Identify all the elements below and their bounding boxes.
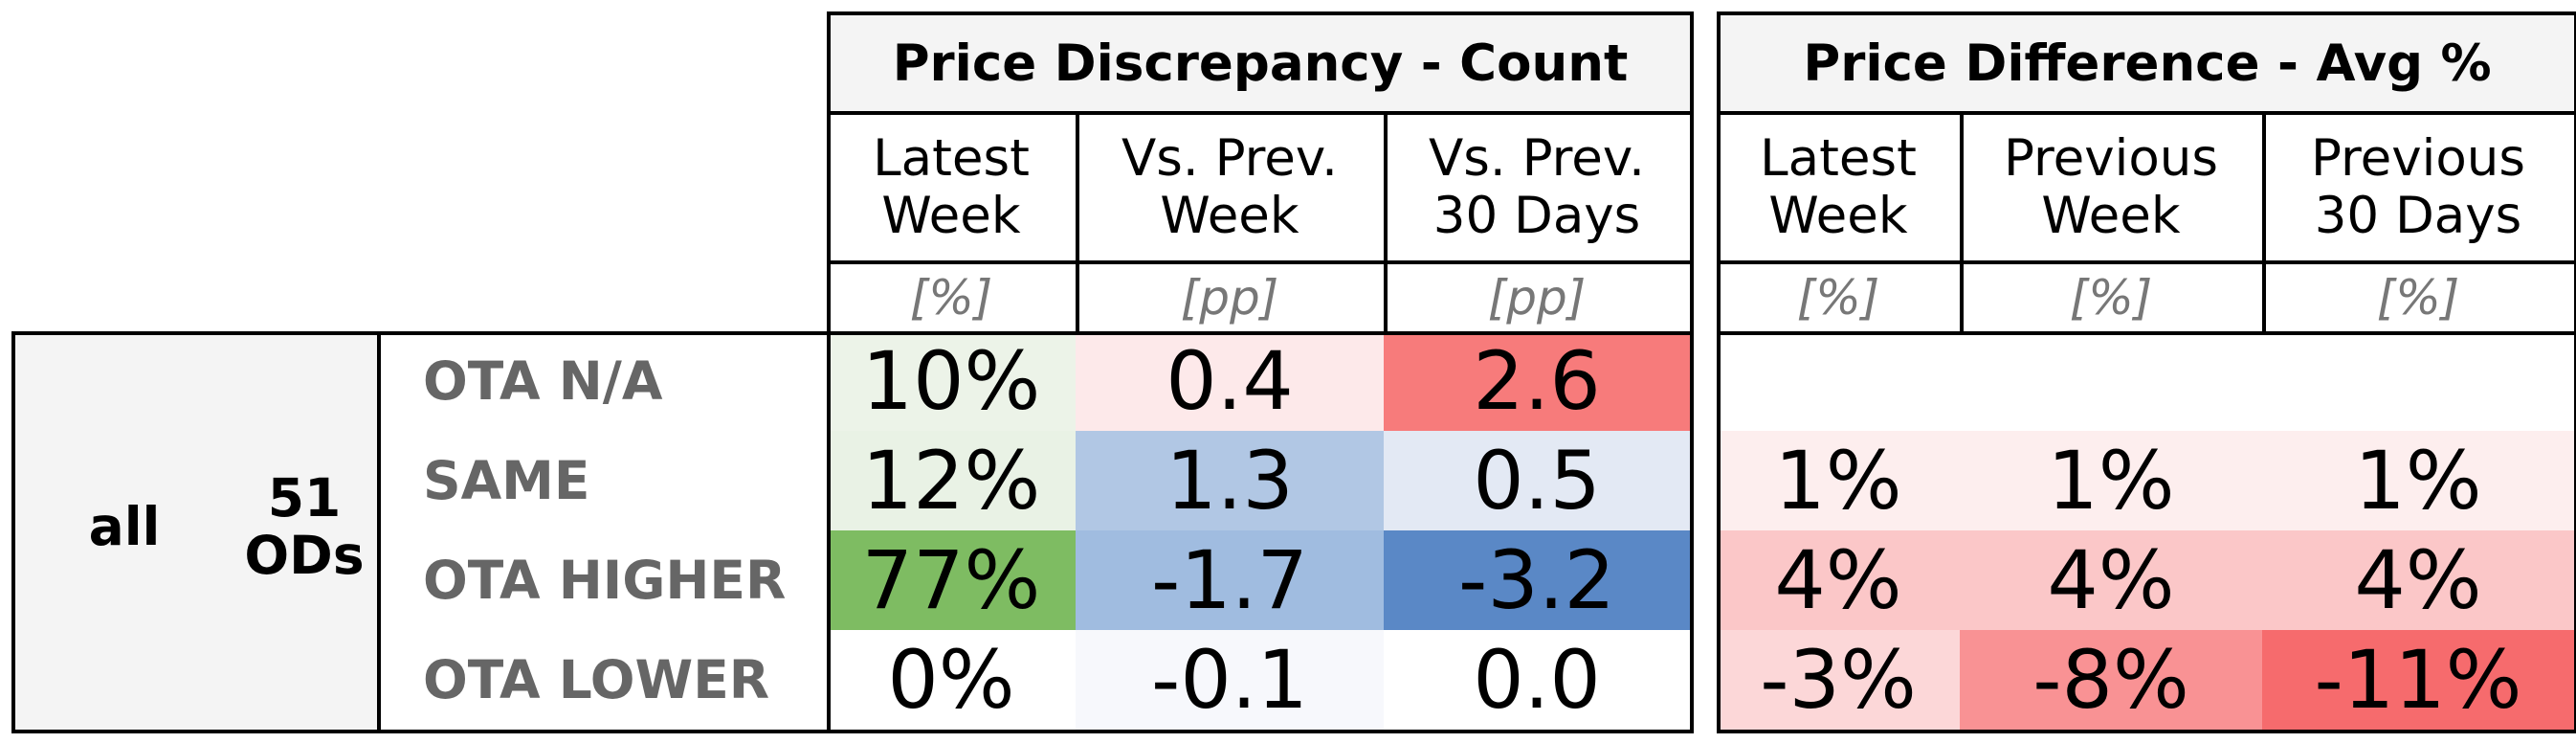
panel-right-border xyxy=(2574,11,2576,733)
value-cell: 4% xyxy=(1960,530,2262,630)
row-label: SAME xyxy=(423,450,590,511)
value-cell: 4% xyxy=(2262,530,2574,630)
row-group-panel xyxy=(11,331,377,730)
column-header: Previous 30 Days xyxy=(2311,129,2525,245)
column-unit: [%] xyxy=(1796,270,1880,326)
value-cell xyxy=(1960,331,2262,431)
body-bottom-border xyxy=(11,730,827,733)
value-cell: 0.4 xyxy=(1076,331,1384,431)
value-cell xyxy=(2262,331,2574,431)
value-cell: 2.6 xyxy=(1384,331,1690,431)
panel-left-border xyxy=(827,11,831,733)
panel-bottom-border xyxy=(827,730,1694,733)
column-unit: [%] xyxy=(2069,270,2153,326)
unit-divider xyxy=(827,331,1694,335)
column-divider xyxy=(2262,111,2266,331)
header-divider xyxy=(1717,260,2576,264)
value-cell: 0% xyxy=(827,630,1076,730)
row-label: OTA N/A xyxy=(423,350,663,412)
value-cell: 10% xyxy=(827,331,1076,431)
panel-left-border xyxy=(1717,11,1721,733)
value-cell: 1.3 xyxy=(1076,431,1384,530)
panel-right-border xyxy=(1690,11,1694,733)
column-unit: [pp] xyxy=(1487,270,1587,326)
value-cell: 77% xyxy=(827,530,1076,630)
value-cell: -1.7 xyxy=(1076,530,1384,630)
row-label: OTA HIGHER xyxy=(423,550,787,611)
value-cell: 1% xyxy=(2262,431,2574,530)
value-cell: 0.5 xyxy=(1384,431,1690,530)
body-left-border xyxy=(11,331,15,733)
value-cell: 1% xyxy=(1717,431,1960,530)
value-cell: 1% xyxy=(1960,431,2262,530)
group-divider xyxy=(377,331,381,733)
column-header: Latest Week xyxy=(873,129,1030,245)
panel-title: Price Discrepancy - Count xyxy=(827,11,1694,115)
value-cell: -3.2 xyxy=(1384,530,1690,630)
value-cell xyxy=(1717,331,1960,431)
column-unit: [%] xyxy=(2376,270,2460,326)
segment-label: all xyxy=(88,496,161,557)
value-cell: -11% xyxy=(2262,630,2574,730)
column-divider xyxy=(1960,111,1964,331)
column-header: Vs. Prev. Week xyxy=(1121,129,1338,245)
column-header: Vs. Prev. 30 Days xyxy=(1429,129,1645,245)
row-label: OTA LOWER xyxy=(423,649,770,710)
value-cell: -0.1 xyxy=(1076,630,1384,730)
column-header: Latest Week xyxy=(1760,129,1917,245)
column-unit: [pp] xyxy=(1180,270,1279,326)
value-cell: 4% xyxy=(1717,530,1960,630)
header-divider xyxy=(827,260,1694,264)
column-unit: [%] xyxy=(909,270,993,326)
column-header: Previous Week xyxy=(2004,129,2218,245)
unit-divider xyxy=(1717,331,2576,335)
body-top-border xyxy=(11,331,827,335)
value-cell: 12% xyxy=(827,431,1076,530)
column-divider xyxy=(1076,111,1079,331)
panel-bottom-border xyxy=(1717,730,2576,733)
od-count-label: 51 ODs xyxy=(244,467,365,586)
value-cell: 0.0 xyxy=(1384,630,1690,730)
panel-title: Price Difference - Avg % xyxy=(1717,11,2576,115)
column-divider xyxy=(1384,111,1388,331)
value-cell: -8% xyxy=(1960,630,2262,730)
value-cell: -3% xyxy=(1717,630,1960,730)
